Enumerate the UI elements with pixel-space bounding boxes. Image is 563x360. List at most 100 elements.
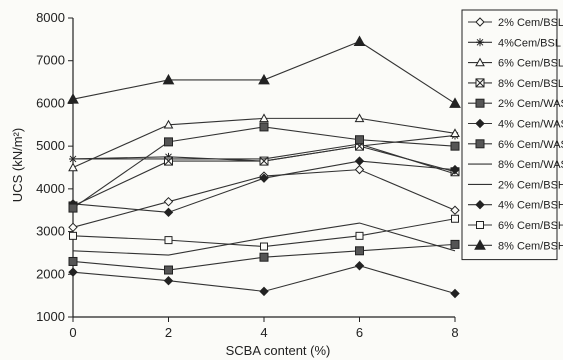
legend-marker: [475, 57, 485, 67]
legend-label: 6% Cem/WAS: [498, 139, 563, 151]
data-point: [353, 35, 366, 46]
data-point: [68, 267, 78, 277]
x-axis-label: SCBA content (%): [226, 343, 331, 358]
legend-label: 8% Cem/BSL: [498, 78, 563, 90]
data-point: [355, 135, 364, 145]
data-point: [259, 286, 269, 297]
series-line: [72, 126, 456, 209]
legend-item: 8% Cem/WAS: [468, 159, 563, 171]
y-tick-label: 8000: [36, 10, 65, 25]
data-point: [354, 113, 365, 123]
data-point: [68, 162, 78, 172]
legend-label: 2% Cem/WAS: [498, 98, 563, 110]
x-tick-label: 8: [451, 325, 458, 340]
x-tick-label: 0: [69, 325, 76, 340]
data-point: [68, 222, 78, 233]
data-point: [259, 113, 269, 123]
series-6: [68, 122, 460, 213]
data-point: [163, 275, 174, 286]
y-tick-label: 6000: [36, 95, 65, 110]
legend-item: 4%Cem/BSL: [468, 37, 561, 49]
y-tick-label: 1000: [36, 309, 65, 324]
legend-marker: [475, 139, 485, 149]
data-point: [164, 137, 173, 147]
data-point: [449, 97, 461, 108]
y-tick-label: 4000: [36, 181, 65, 196]
data-point: [355, 231, 364, 240]
data-point: [162, 73, 175, 85]
legend-item: 8% Cem/BSL: [468, 78, 563, 90]
legend-item: 8% Cem/BSH: [468, 239, 563, 252]
legend-item: 6% Cem/BSH: [468, 220, 563, 232]
data-point: [163, 207, 174, 218]
series-7: [73, 143, 456, 175]
legend-label: 4% Cem/WAS: [498, 119, 563, 131]
y-axis-label: UCS (kN/m²): [10, 128, 25, 202]
legend-item: 2% Cem/BSH: [468, 179, 563, 191]
y-tick-label: 7000: [36, 53, 65, 68]
legend-marker: [474, 239, 486, 250]
data-point: [354, 156, 365, 166]
data-point: [354, 261, 365, 271]
legend-marker: [476, 38, 484, 47]
series-2: [68, 113, 460, 172]
legend-marker: [475, 199, 485, 210]
data-point: [258, 73, 270, 85]
legend-marker: [475, 118, 485, 129]
series-8: [72, 222, 456, 256]
data-point: [259, 122, 269, 132]
x-tick-label: 6: [356, 325, 363, 340]
series-line: [72, 218, 456, 248]
data-point: [259, 173, 269, 183]
legend-item: 6% Cem/WAS: [468, 139, 563, 151]
data-point: [69, 231, 77, 240]
legend-item: 6% Cem/BSL: [468, 57, 563, 70]
legend-box: [461, 9, 558, 261]
y-tick-label: 3000: [36, 224, 65, 239]
legend-label: 2% Cem/BSL: [498, 17, 563, 29]
data-point: [451, 214, 459, 223]
legend-label: 4% Cem/BSH: [498, 200, 563, 212]
data-point: [67, 93, 79, 104]
data-point: [68, 203, 78, 213]
data-point: [354, 164, 365, 175]
legend-label: 6% Cem/BSL: [498, 58, 563, 70]
data-point: [450, 239, 460, 249]
series-line: [72, 40, 456, 104]
legend-item: 2% Cem/BSL: [468, 17, 563, 29]
y-tick-label: 2000: [36, 266, 65, 281]
legend-label: 2% Cem/BSH: [498, 179, 563, 191]
series-line: [73, 143, 456, 175]
legend-label: 8% Cem/BSH: [498, 240, 563, 252]
legend-item: 2% Cem/WAS: [468, 98, 563, 110]
data-point: [163, 119, 174, 129]
legend-label: 8% Cem/WAS: [498, 159, 563, 171]
legend-marker: [475, 17, 485, 27]
data-point: [164, 236, 173, 245]
legend-label: 4%Cem/BSL: [498, 37, 561, 49]
legend-marker: [475, 78, 485, 88]
legend-item: 4% Cem/BSH: [468, 200, 563, 212]
data-point: [450, 128, 460, 138]
series-4: [68, 239, 460, 275]
data-point: [164, 156, 173, 166]
data-point: [450, 141, 460, 151]
legend-marker: [476, 221, 484, 229]
series-11: [67, 35, 461, 108]
y-tick-label: 5000: [36, 138, 65, 153]
data-point: [259, 252, 269, 262]
data-point: [164, 265, 173, 275]
x-tick-label: 2: [165, 325, 172, 340]
legend-label: 6% Cem/BSH: [498, 220, 563, 232]
legend-marker: [475, 98, 485, 108]
data-point: [260, 242, 268, 251]
data-point: [355, 246, 364, 256]
x-tick-label: 4: [260, 325, 267, 340]
series-10: [69, 214, 459, 251]
series-line: [72, 222, 456, 256]
data-point: [450, 288, 460, 299]
data-point: [68, 256, 78, 266]
data-point: [163, 196, 174, 207]
